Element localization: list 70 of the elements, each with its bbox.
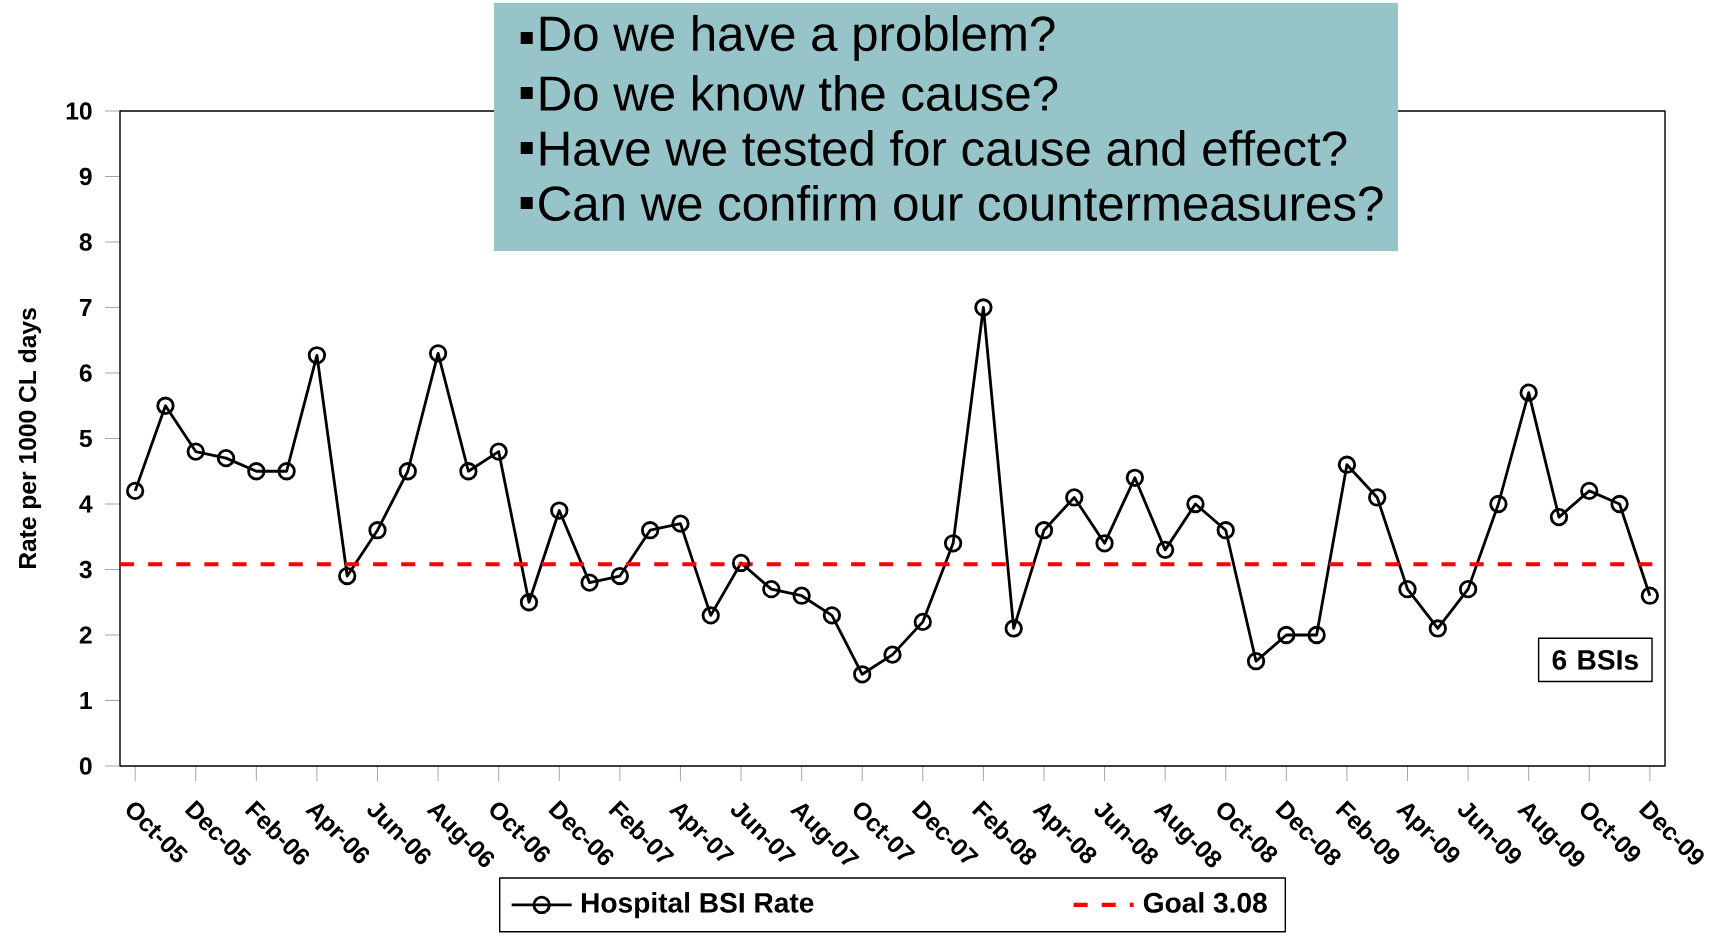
point [1004, 619, 1023, 638]
point [1125, 468, 1144, 487]
point [428, 344, 448, 363]
y-tick-label: 3 [79, 560, 92, 579]
y-axis-title: Rate per 1000 CL days [18, 308, 42, 569]
point [1519, 383, 1538, 402]
point [156, 396, 175, 415]
annotation: Can we confirm our countermeasures? [539, 184, 1383, 222]
point [277, 462, 296, 481]
point [1246, 652, 1266, 671]
point [186, 442, 205, 461]
point [731, 553, 751, 573]
point [1307, 625, 1326, 645]
point [1580, 481, 1599, 501]
legend-label: Goal 3.08 [1143, 892, 1267, 913]
point [974, 298, 993, 317]
point [671, 514, 690, 533]
point [126, 481, 145, 501]
point [641, 521, 660, 540]
point [580, 573, 599, 592]
point [1428, 619, 1447, 638]
point [1065, 488, 1084, 507]
point [550, 501, 569, 520]
point [792, 586, 811, 605]
y-tick-label: 9 [79, 167, 92, 186]
point [1277, 625, 1296, 645]
annotation: 6 BSIs [1552, 649, 1638, 670]
point [1458, 580, 1478, 599]
point [519, 593, 539, 612]
point [1398, 580, 1417, 599]
point [943, 534, 963, 553]
y-tick-label: 1 [80, 692, 92, 709]
point [1034, 521, 1054, 540]
y-tick-label: 4 [79, 495, 93, 513]
text: Do we have a problem? [540, 15, 1055, 61]
point [1549, 507, 1569, 527]
point [762, 580, 781, 599]
y-tick-label: 10 [66, 102, 92, 120]
point [1156, 540, 1175, 559]
y-tick-label: 8 [79, 233, 92, 251]
annotation: Have we tested for cause and effect? [540, 129, 1347, 167]
y-tick-label: 6 [79, 364, 92, 382]
point [853, 665, 872, 684]
point [307, 346, 327, 365]
y-tick-label: 5 [79, 429, 92, 448]
point [1337, 455, 1357, 474]
point [913, 612, 932, 632]
point [398, 462, 417, 481]
point [216, 449, 236, 468]
annotation: Do we know the cause? [540, 74, 1058, 112]
y-tick-label: 2 [79, 626, 92, 644]
point [1095, 534, 1114, 553]
point [368, 521, 387, 540]
point [1186, 494, 1205, 514]
point [822, 606, 842, 625]
point [247, 462, 266, 481]
point [1610, 494, 1629, 514]
point [489, 442, 508, 461]
point [1640, 586, 1659, 605]
legend-label: Hospital BSI Rate [581, 892, 814, 919]
point [459, 462, 478, 481]
point [1216, 521, 1235, 540]
y-tick-label: 7 [79, 299, 92, 316]
point [883, 645, 902, 664]
point [610, 566, 629, 586]
point [1368, 488, 1387, 507]
point [338, 566, 357, 586]
point [1489, 494, 1508, 514]
y-tick-label: 0 [79, 757, 92, 775]
point [701, 606, 720, 625]
